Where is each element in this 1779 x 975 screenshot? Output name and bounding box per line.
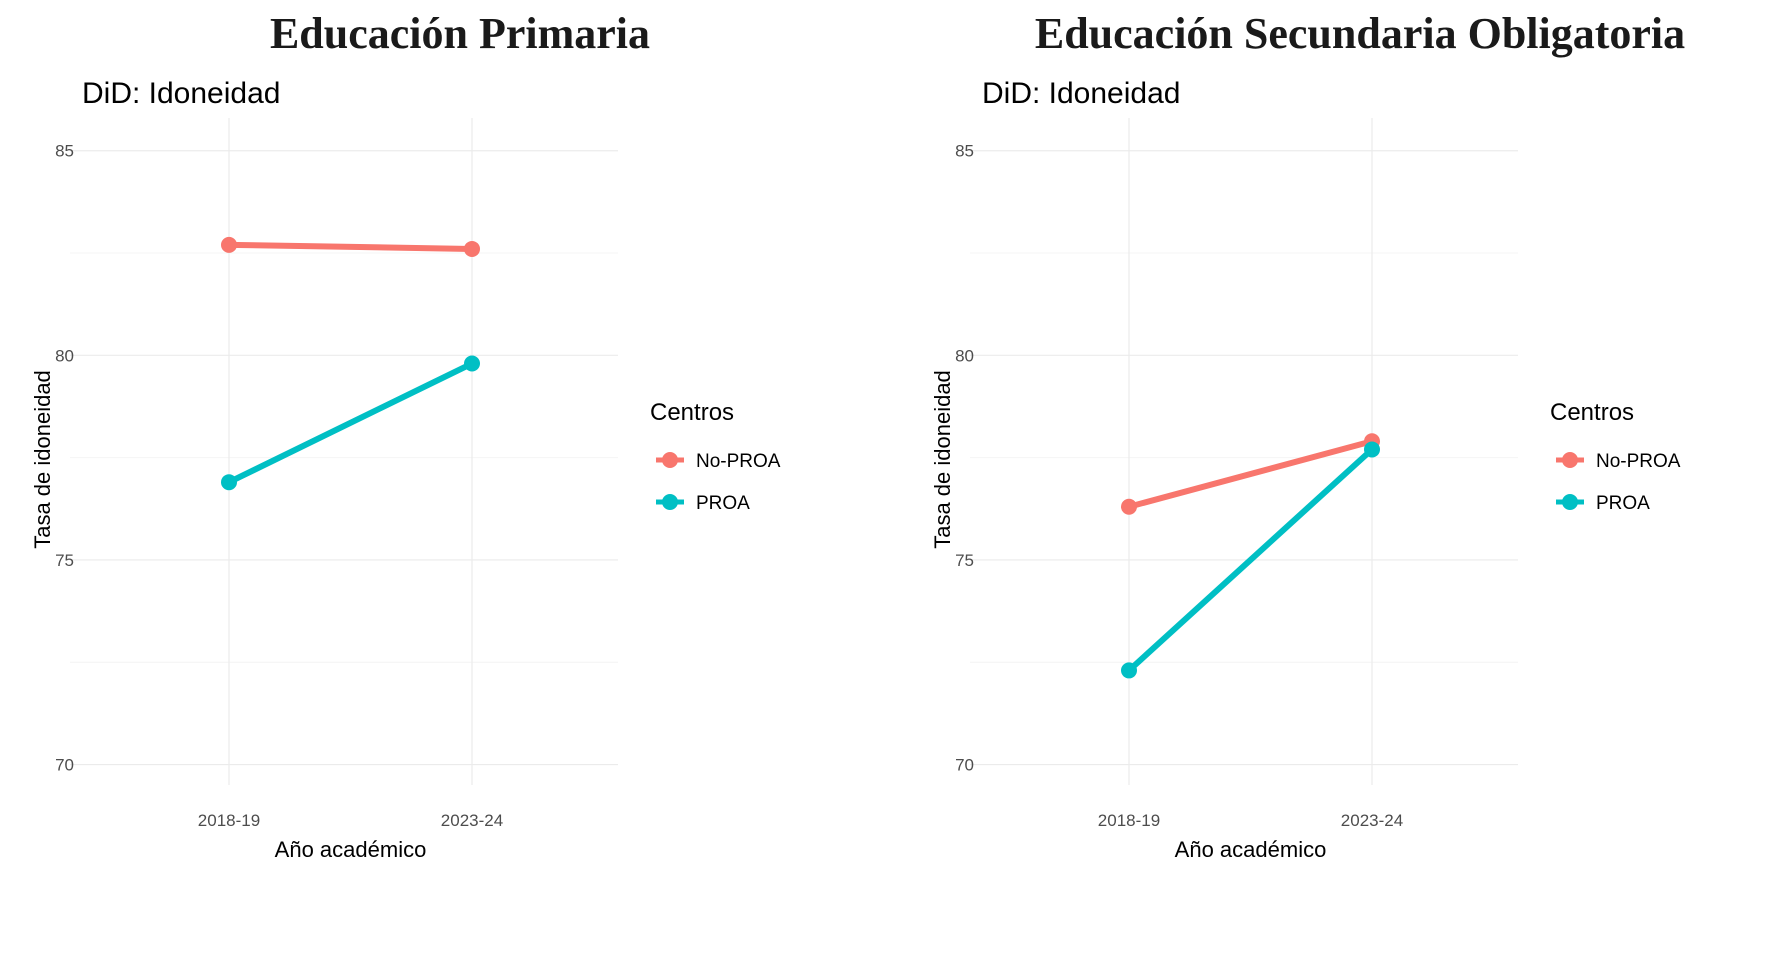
y-tick-label: 80 [55,346,74,365]
chart-secundaria: DiD: Idoneidad 70 75 80 85 2018-19 2023-24 Año … [930,77,1681,862]
series-line-proa [1126,446,1375,674]
series-line-no-proa [226,241,475,252]
y-axis-title: Tasa de idoneidad [930,370,955,549]
y-tick-label: 70 [55,756,74,775]
data-point-proa-2023-24 [464,355,480,372]
legend-label-no-proa: No-PROA [696,451,781,472]
x-tick-label: 2023-24 [441,811,503,830]
x-tick-label: 2018-19 [1098,811,1160,830]
y-tick-label: 80 [955,346,974,365]
chart-title-primaria: Educación Primaria [269,9,651,58]
x-axis-title: Año académico [275,837,427,862]
chart-subtitle: DiD: Idoneidad [82,77,280,110]
data-point-proa-2018-19 [221,474,237,491]
y-tick-label: 85 [955,142,974,161]
chart-subtitle: DiD: Idoneidad [982,77,1180,110]
data-point-no-proa-2018-19 [221,236,237,253]
x-tick-label: 2023-24 [1341,811,1403,830]
legend-label-no-proa: No-PROA [1596,451,1681,472]
data-point-no-proa-2018-19 [1121,498,1137,515]
legend-key-point-no-proa [1562,452,1578,468]
y-axis-title: Tasa de idoneidad [30,370,55,549]
y-tick-label: 85 [55,142,74,161]
y-tick-label: 75 [955,551,974,570]
data-point-no-proa-2023-24 [464,240,480,257]
legend-title: Centros [1550,399,1634,426]
series-line-no-proa [1126,438,1375,510]
chart-primaria: DiD: Idoneidad 70 75 80 85 2018-19 2023-24 Año … [30,77,781,862]
data-point-proa-2018-19 [1121,662,1137,679]
legend-title: Centros [650,399,734,426]
y-tick-label: 70 [955,756,974,775]
series-line-proa [226,360,475,486]
data-point-proa-2023-24 [1364,441,1380,458]
legend-label-proa: PROA [1596,493,1650,514]
x-tick-label: 2018-19 [198,811,260,830]
legend-key-point-proa [1562,494,1578,510]
legend-label-proa: PROA [696,493,750,514]
x-axis-title: Año académico [1175,837,1327,862]
legend-key-point-no-proa [662,452,678,468]
chart-title-secundaria: Educación Secundaria Obligatoria [1034,9,1686,58]
legend-key-point-proa [662,494,678,510]
y-tick-label: 75 [55,551,74,570]
